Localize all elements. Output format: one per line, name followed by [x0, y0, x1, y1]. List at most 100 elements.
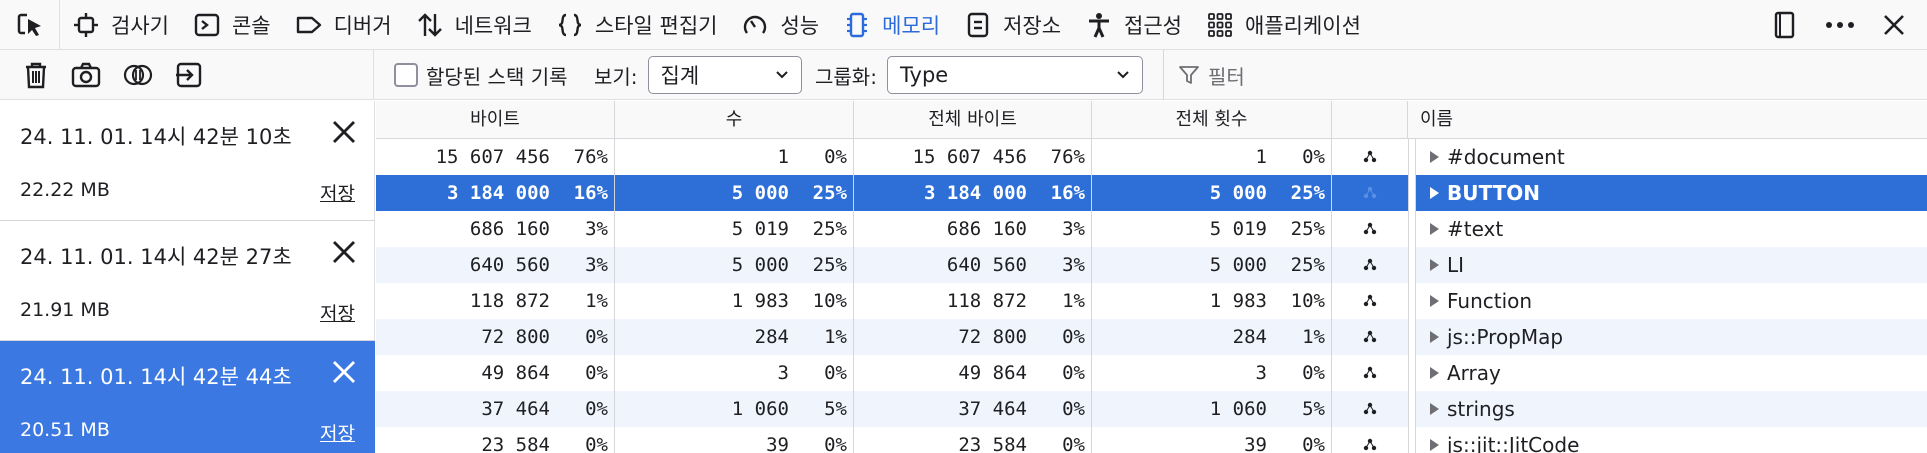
expand-arrow-icon[interactable] [1430, 403, 1439, 415]
cell-count: 39 0% [615, 427, 854, 453]
table-row[interactable]: 15 607 456 76% 1 0% 15 607 456 76% 1 0% #documen… [376, 139, 1927, 175]
expand-arrow-icon[interactable] [1430, 295, 1439, 307]
percent-count: 25% [812, 254, 847, 276]
close-devtools-button[interactable] [1881, 12, 1907, 38]
value-count: 1 060 [731, 398, 789, 420]
view-select[interactable]: 집계 [647, 56, 802, 94]
percent-total-count: 1% [1302, 326, 1325, 348]
save-snapshot-link[interactable]: 저장 [320, 183, 355, 205]
tab-memory[interactable]: 메모리 [831, 0, 952, 50]
tab-inspector[interactable]: 검사기 [60, 0, 181, 50]
table-row[interactable]: 640 560 3% 5 000 25% 640 560 3% 5 000 25% LI [376, 247, 1927, 283]
percent-bytes: 0% [585, 326, 608, 348]
table-row[interactable]: 49 864 0% 3 0% 49 864 0% 3 0% Array [376, 355, 1927, 391]
cell-count: 5 000 25% [615, 175, 854, 211]
tab-performance[interactable]: 성능 [729, 0, 831, 50]
table-row[interactable]: 118 872 1% 1 983 10% 118 872 1% 1 983 10% Functi… [376, 283, 1927, 319]
stack-icon[interactable] [1332, 391, 1408, 427]
table-row[interactable]: 72 800 0% 284 1% 72 800 0% 284 1% js::PropMap [376, 319, 1927, 355]
expand-arrow-icon[interactable] [1430, 223, 1439, 235]
expand-arrow-icon[interactable] [1430, 367, 1439, 379]
expand-arrow-icon[interactable] [1430, 187, 1439, 199]
tab-accessibility[interactable]: 접근성 [1073, 0, 1194, 50]
chevron-down-icon [1117, 71, 1129, 79]
expand-arrow-icon[interactable] [1430, 259, 1439, 271]
value-total-count: 3 [1255, 362, 1267, 384]
tab-label: 저장소 [1003, 13, 1062, 38]
snapshot-item-selected[interactable]: 24. 11. 01. 14시 42분 44초 20.51 MB 저장 [0, 341, 375, 453]
column-header-count[interactable]: 수 [615, 101, 854, 139]
group-select[interactable]: Type [886, 56, 1143, 94]
more-options-button[interactable] [1823, 10, 1857, 40]
table-row[interactable]: 37 464 0% 1 060 5% 37 464 0% 1 060 5% strings [376, 391, 1927, 427]
tab-debugger[interactable]: 디버거 [283, 0, 404, 50]
percent-bytes: 3% [585, 218, 608, 240]
stack-icon[interactable] [1332, 319, 1408, 355]
filter-input[interactable]: 필터 [1163, 50, 1245, 100]
import-snapshot-button[interactable] [174, 60, 206, 90]
clear-snapshots-button[interactable] [22, 60, 50, 90]
take-snapshot-button[interactable] [70, 60, 102, 90]
value-count: 1 [777, 146, 789, 168]
stack-icon[interactable] [1332, 175, 1408, 211]
cell-count: 5 000 25% [615, 247, 854, 283]
dock-mode-button[interactable] [1769, 10, 1799, 40]
percent-bytes: 76% [573, 146, 608, 168]
value-count: 1 983 [731, 290, 789, 312]
expand-arrow-icon[interactable] [1430, 151, 1439, 163]
stack-icon[interactable] [1332, 355, 1408, 391]
column-header-bytes[interactable]: 바이트 [376, 101, 615, 139]
cell-count: 3 0% [615, 355, 854, 391]
cell-count: 1 0% [615, 139, 854, 175]
node-name[interactable]: js::jit::JitCode [1430, 427, 1579, 453]
snapshot-item[interactable]: 24. 11. 01. 14시 42분 10초 22.22 MB 저장 [0, 101, 375, 221]
node-name[interactable]: #document [1430, 139, 1565, 175]
tab-application[interactable]: 애플리케이션 [1194, 0, 1373, 50]
node-name-label: Array [1447, 361, 1501, 385]
snapshot-item[interactable]: 24. 11. 01. 14시 42분 27초 21.91 MB 저장 [0, 221, 375, 341]
snapshot-size: 20.51 MB [20, 419, 110, 441]
snapshot-date: 24. 11. 01. 14시 42분 10초 [20, 125, 292, 149]
node-name[interactable]: strings [1430, 391, 1515, 427]
value-count: 5 000 [731, 254, 789, 276]
node-name[interactable]: js::PropMap [1430, 319, 1563, 355]
percent-bytes: 1% [585, 290, 608, 312]
cell-total-count: 39 0% [1092, 427, 1332, 453]
column-header-total-bytes[interactable]: 전체 바이트 [854, 101, 1092, 139]
stack-icon[interactable] [1332, 139, 1408, 175]
node-name[interactable]: Array [1430, 355, 1501, 391]
stack-icon[interactable] [1332, 427, 1408, 453]
save-snapshot-link[interactable]: 저장 [320, 303, 355, 325]
record-stacks-toggle[interactable]: 할당된 스택 기록 [394, 50, 568, 100]
stack-icon[interactable] [1332, 283, 1408, 319]
save-snapshot-link[interactable]: 저장 [320, 423, 355, 445]
tab-style-editor[interactable]: 스타일 편집기 [544, 0, 730, 50]
column-header-name[interactable]: 이름 [1420, 109, 1454, 130]
element-picker-button[interactable] [0, 0, 60, 50]
percent-bytes: 16% [573, 182, 608, 204]
stack-icon[interactable] [1332, 247, 1408, 283]
table-row-selected[interactable]: 3 184 000 16% 5 000 25% 3 184 000 16% 5 000 25%… [376, 175, 1927, 211]
tab-console[interactable]: 콘솔 [181, 0, 283, 50]
stack-icon[interactable] [1332, 211, 1408, 247]
column-divider [1408, 283, 1416, 319]
delete-snapshot-button[interactable] [331, 239, 357, 265]
percent-count: 5% [824, 398, 847, 420]
column-header-total-count[interactable]: 전체 횟수 [1092, 101, 1332, 139]
percent-total-count: 25% [1290, 182, 1325, 204]
delete-snapshot-button[interactable] [331, 359, 357, 385]
expand-arrow-icon[interactable] [1430, 331, 1439, 343]
node-name[interactable]: BUTTON [1430, 175, 1540, 211]
value-bytes: 15 607 456 [435, 146, 550, 168]
tab-network[interactable]: 네트워크 [404, 0, 544, 50]
table-row[interactable]: 686 160 3% 5 019 25% 686 160 3% 5 019 25% #text [376, 211, 1927, 247]
table-row[interactable]: 23 584 0% 39 0% 23 584 0% 39 0% js::jit::JitCode [376, 427, 1927, 453]
node-name[interactable]: LI [1430, 247, 1464, 283]
node-name[interactable]: Function [1430, 283, 1532, 319]
expand-arrow-icon[interactable] [1430, 439, 1439, 451]
diff-snapshots-button[interactable] [122, 60, 154, 90]
node-name[interactable]: #text [1430, 211, 1503, 247]
record-stacks-checkbox[interactable] [394, 63, 418, 87]
tab-storage[interactable]: 저장소 [952, 0, 1073, 50]
delete-snapshot-button[interactable] [331, 119, 357, 145]
